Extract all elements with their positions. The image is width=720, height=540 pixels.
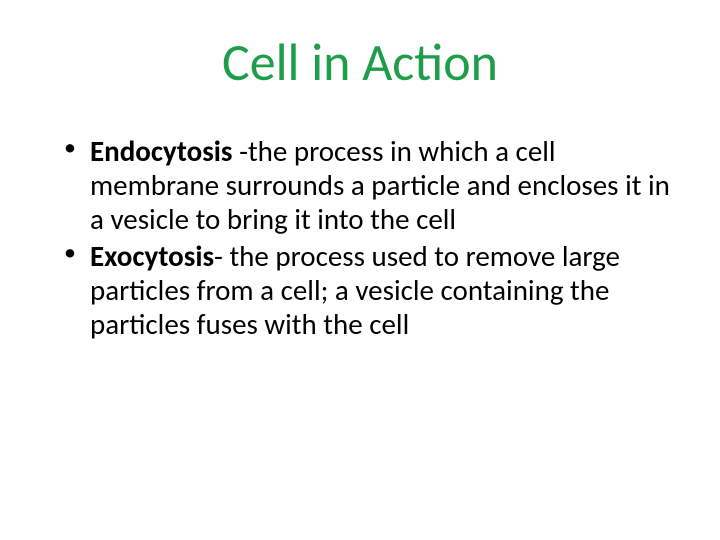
bullet-list: Endocytosis -the process in which a cell… [50,134,670,341]
list-item: Endocytosis -the process in which a cell… [62,134,670,237]
slide-title: Cell in Action [50,30,670,94]
term-bold: Endocytosis [90,133,239,169]
list-item: Exocytosis- the process used to remove l… [62,239,670,342]
term-bold: Exocytosis [90,238,214,274]
